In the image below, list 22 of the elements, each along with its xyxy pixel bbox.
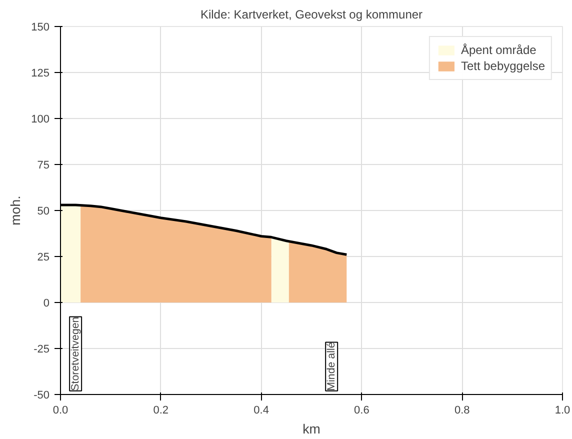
y-tick-label: -50 <box>34 390 50 402</box>
y-tick-label: 125 <box>31 68 50 80</box>
y-tick-label: -25 <box>34 344 50 356</box>
legend-label: Åpent område <box>460 43 536 57</box>
annotation: Minde allé <box>326 342 338 391</box>
y-tick-label: 150 <box>31 22 50 34</box>
y-tick-label: 50 <box>37 206 50 218</box>
y-tick-label: 100 <box>31 114 50 126</box>
y-tick-label: 75 <box>37 160 50 172</box>
y-tick-label: 25 <box>37 252 50 264</box>
annotation: Storetveitvegen <box>70 316 82 391</box>
y-axis-title: moh. <box>8 196 24 226</box>
y-tick-label: 0 <box>43 298 50 310</box>
x-tick-label: 0.2 <box>153 404 169 416</box>
x-tick-label: 1.0 <box>554 404 570 416</box>
x-tick-label: 0.4 <box>254 404 269 416</box>
x-tick-label: 0.0 <box>52 404 68 416</box>
legend-label: Tett bebyggelse <box>460 59 545 73</box>
x-tick-label: 0.8 <box>454 404 470 416</box>
x-tick-label: 0.6 <box>354 404 370 416</box>
chart-title: Kilde: Kartverket, Geovekst og kommuner <box>200 8 423 22</box>
x-axis-title: km <box>302 422 320 436</box>
